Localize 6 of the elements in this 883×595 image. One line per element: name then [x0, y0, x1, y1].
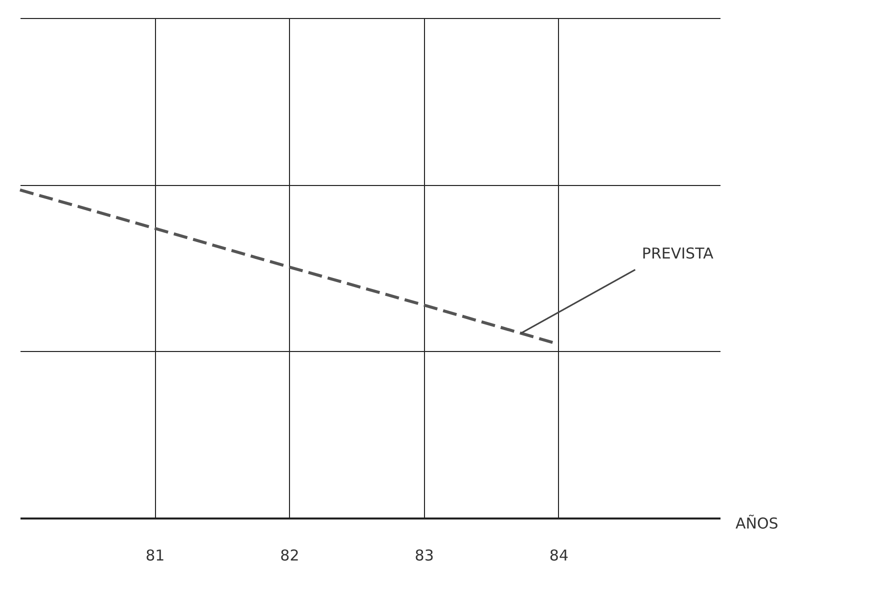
x-tick-label: 82	[280, 546, 300, 564]
x-tick-label: 84	[549, 546, 569, 564]
x-axis-title: AÑOS	[736, 514, 778, 532]
x-tick-label: 81	[146, 546, 165, 564]
x-tick-label: 83	[414, 546, 434, 564]
annotation: PREVISTA	[642, 244, 714, 262]
